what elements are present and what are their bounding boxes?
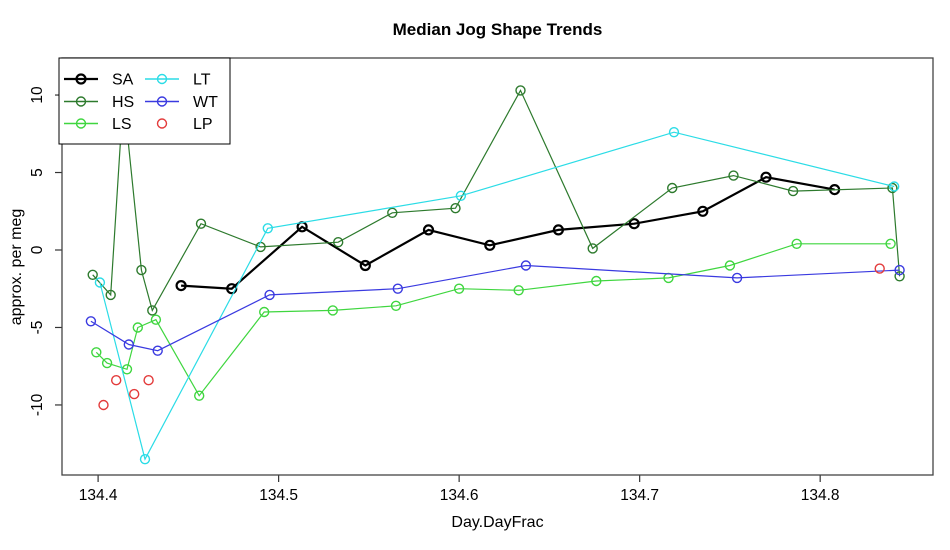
x-tick-label: 134.8: [801, 487, 840, 504]
data-point-hs: [105, 289, 116, 301]
legend-marker-sa: [75, 73, 87, 85]
data-point-hs: [887, 182, 898, 194]
data-point-lt: [889, 181, 900, 192]
legend-marker-lp: [156, 118, 168, 129]
data-point-hs: [87, 269, 98, 280]
data-point-hs: [728, 170, 739, 181]
series-line-ls: [95, 243, 891, 397]
y-tick-label: 0: [29, 245, 46, 254]
data-point-ls: [150, 314, 162, 325]
data-point-lp: [874, 263, 885, 274]
legend-label-ls: LS: [112, 116, 132, 133]
data-point-hs: [147, 305, 158, 316]
chart-title: Median Jog Shape Trends: [392, 20, 603, 39]
data-point-wt: [264, 289, 275, 301]
data-point-ls: [259, 306, 270, 318]
series-line-lt: [99, 131, 895, 461]
data-point-wt: [520, 260, 532, 271]
series-line-sa: [181, 176, 835, 290]
x-tick-label: 134.5: [259, 487, 298, 504]
y-tick-label: -10: [29, 393, 46, 416]
data-point-ls: [885, 238, 896, 250]
series-line-hs: [92, 89, 901, 312]
data-point-ls: [513, 285, 524, 296]
data-point-lt: [139, 454, 151, 465]
data-point-ls: [591, 275, 602, 287]
data-point-hs: [515, 85, 526, 96]
data-point-lt: [94, 277, 106, 288]
series-line-wt: [90, 264, 900, 352]
legend-marker-hs: [75, 96, 87, 107]
legend-label-lp: LP: [193, 116, 213, 133]
y-axis-label: approx. per meg: [8, 208, 25, 326]
legend-label-hs: HS: [112, 94, 134, 111]
data-point-ls: [453, 283, 465, 294]
data-point-lt: [262, 223, 273, 234]
data-point-hs: [195, 218, 207, 229]
data-point-sa: [422, 224, 435, 236]
x-axis-label: Day.DayFrac: [451, 514, 544, 531]
plot-border: [61, 57, 934, 476]
data-point-lp: [110, 375, 122, 386]
data-point-lt: [668, 126, 680, 138]
data-point-sa: [175, 280, 187, 292]
data-point-lp: [98, 399, 109, 411]
y-tick-label: 10: [29, 86, 46, 104]
data-point-hs: [587, 243, 598, 254]
data-point-wt: [123, 339, 135, 350]
data-point-wt: [152, 345, 163, 356]
x-tick-label: 134.6: [440, 487, 479, 504]
data-point-ls: [791, 238, 802, 250]
legend-label-wt: WT: [193, 94, 218, 111]
data-point-wt: [392, 283, 403, 294]
y-tick-label: -5: [29, 321, 46, 335]
data-point-ls: [390, 300, 402, 311]
x-tick-label: 134.7: [620, 487, 659, 504]
data-point-hs: [136, 264, 147, 276]
y-tick-label: 5: [29, 168, 46, 177]
data-point-sa: [697, 205, 709, 217]
data-point-hs: [387, 207, 398, 219]
legend-marker-lt: [156, 73, 168, 85]
data-point-ls: [101, 357, 113, 369]
data-point-sa: [760, 171, 772, 183]
data-point-sa: [484, 239, 496, 251]
data-point-hs: [787, 185, 799, 197]
data-point-hs: [450, 202, 461, 214]
data-point-hs: [667, 182, 678, 194]
data-point-wt: [85, 316, 97, 327]
data-point-ls: [132, 322, 144, 333]
data-point-wt: [731, 272, 743, 284]
data-point-lp: [128, 388, 140, 400]
data-point-wt: [894, 264, 905, 276]
legend-label-lt: LT: [193, 72, 211, 89]
data-point-ls: [327, 305, 338, 316]
data-point-sa: [359, 259, 371, 272]
legend-marker-wt: [156, 96, 168, 107]
data-point-hs: [333, 236, 344, 248]
data-point-ls: [724, 260, 736, 271]
data-point-lt: [455, 190, 467, 202]
legend-label-sa: SA: [112, 72, 134, 89]
x-tick-label: 134.4: [79, 487, 118, 504]
data-point-ls: [91, 347, 102, 358]
data-point-lp: [143, 375, 154, 386]
data-point-sa: [552, 224, 565, 236]
data-point-ls: [193, 390, 205, 401]
series-layer: [85, 85, 905, 465]
legend-marker-ls: [75, 118, 87, 129]
data-point-hs: [894, 271, 905, 282]
data-point-sa: [628, 218, 640, 230]
